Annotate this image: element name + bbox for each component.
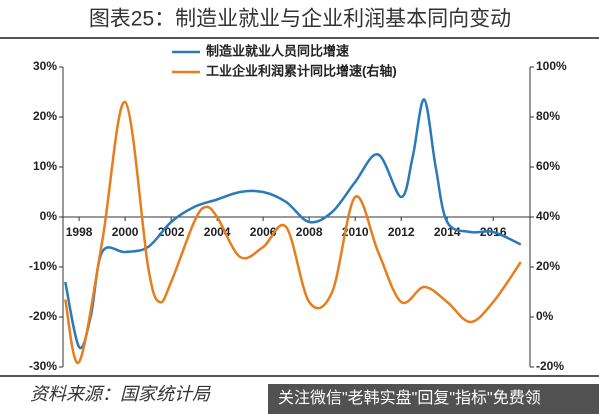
watermark-bar [268,384,599,414]
x-tick-label: 2006 [250,225,277,239]
y2-tick-label: 80% [536,109,560,123]
y-tick-label: -20% [29,309,57,323]
legend-label: 工业企业利润累计同比增速(右轴) [206,63,397,78]
y2-tick-label: 60% [536,159,560,173]
line [64,100,522,365]
line [64,98,522,350]
x-tick-label: 2014 [434,225,461,239]
x-tick-label: 1998 [66,225,93,239]
y2-tick-label: 0% [536,309,554,323]
x-tick-label: 2010 [342,225,369,239]
source: 资料来源：国家统计局 [30,384,211,404]
y2-tick-label: 40% [536,209,560,223]
y2-tick-label: 20% [536,259,560,273]
chart-title: 图表25：制造业就业与企业利润基本同向变动 [89,8,511,31]
y-tick-label: 10% [33,159,57,173]
legend-label: 制造业就业人员同比增速 [206,43,349,58]
y-tick-label: -30% [29,359,57,373]
y2-tick-label: -20% [536,359,564,373]
y-tick-label: -10% [29,259,57,273]
y-tick-label: 0% [40,209,58,223]
y-tick-label: 20% [33,109,57,123]
watermark: 关注微信"老韩实盘"回复"指标"免费领 [278,388,541,407]
x-tick-label: 2008 [296,225,323,239]
y-tick-label: 30% [33,59,57,73]
y2-tick-label: 100% [536,59,567,73]
x-tick-label: 2012 [388,225,415,239]
x-tick-label: 2000 [112,225,139,239]
